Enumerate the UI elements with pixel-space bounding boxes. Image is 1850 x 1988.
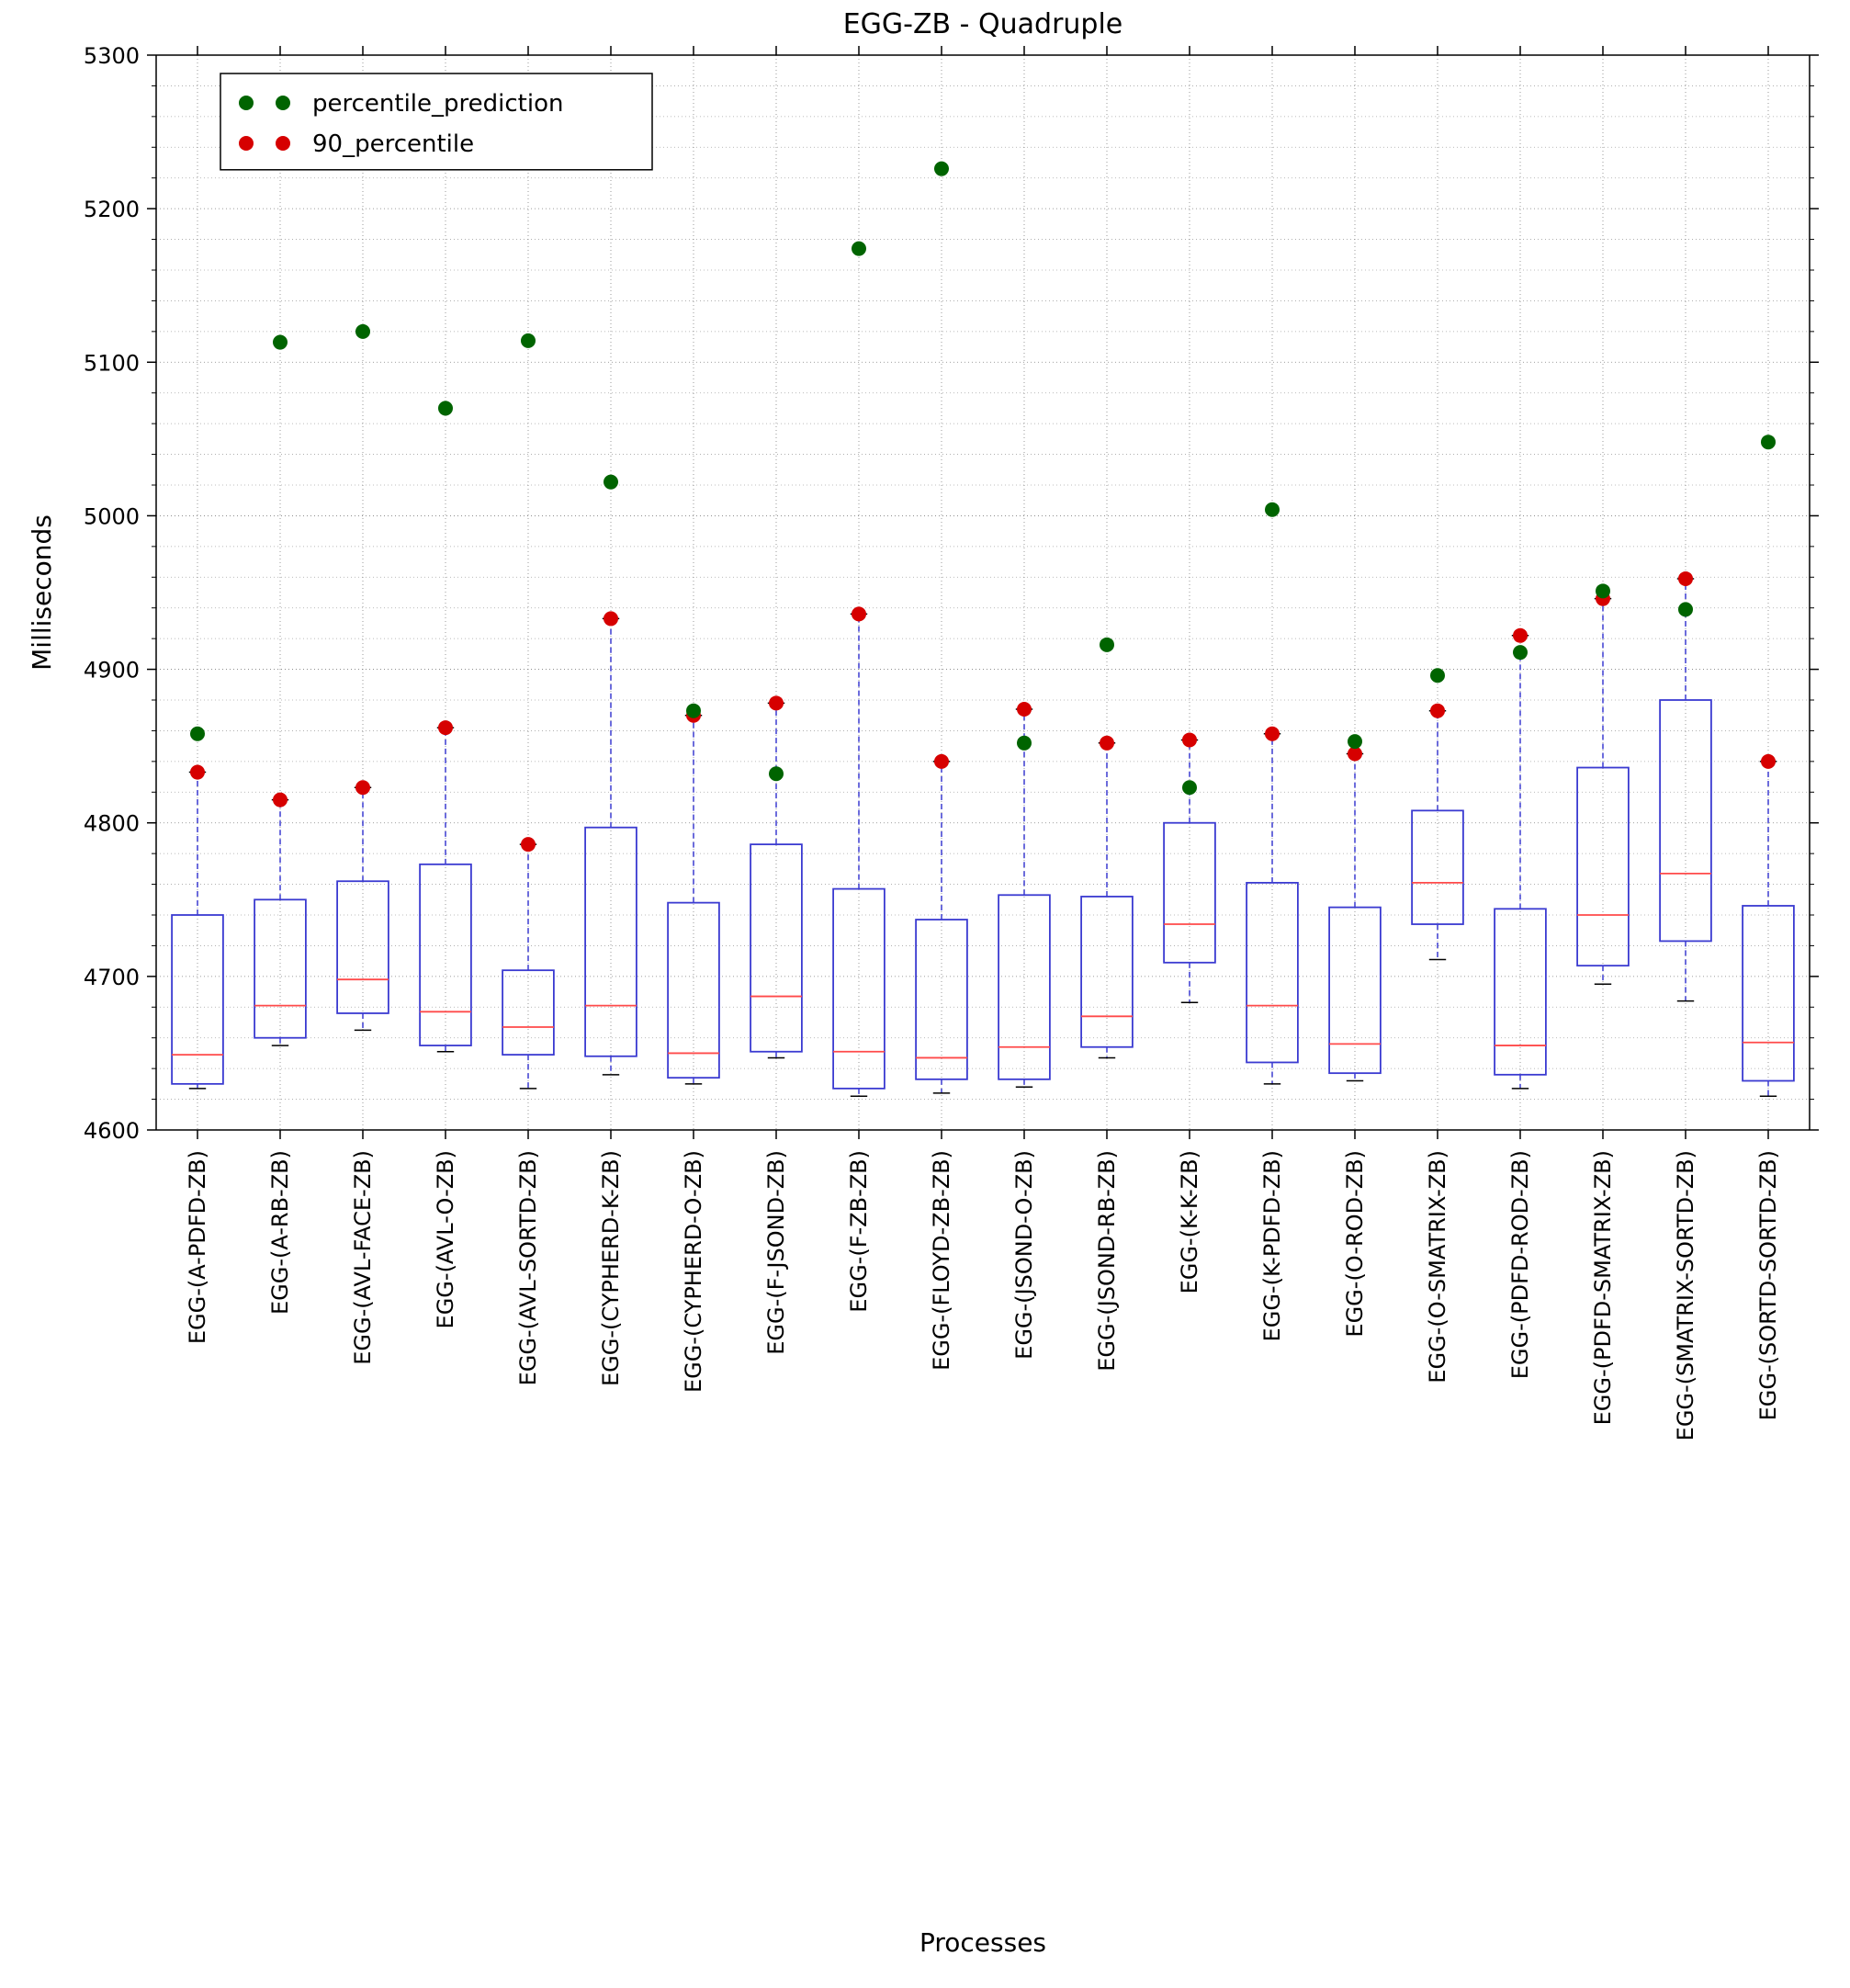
ytick-label: 5000 [84, 503, 140, 529]
point-90-percentile [521, 837, 536, 852]
xtick-label: EGG-(JSOND-RB-ZB) [1094, 1150, 1120, 1372]
point-90-percentile [852, 606, 866, 621]
point-90-percentile [1761, 754, 1776, 769]
legend-label: 90_percentile [312, 130, 474, 158]
xtick-label: EGG-(AVL-SORTD-ZB) [515, 1150, 541, 1385]
point-90-percentile [934, 754, 949, 769]
point-percentile-prediction [1348, 734, 1362, 749]
point-90-percentile [1513, 628, 1528, 643]
legend-label: percentile_prediction [312, 90, 563, 118]
point-90-percentile [769, 695, 784, 710]
ytick-label: 5100 [84, 350, 140, 376]
xtick-label: EGG-(A-PDFD-ZB) [185, 1150, 210, 1344]
xtick-label: EGG-(F-JSOND-ZB) [763, 1150, 789, 1355]
point-90-percentile [604, 611, 618, 626]
point-90-percentile [273, 793, 288, 808]
chart-container: 4600 4700 4800 4900 5000 5100 5200 5300 EGG-(A-P… [0, 0, 1850, 1988]
xtick-label: EGG-(CYPHERD-O-ZB) [681, 1150, 706, 1393]
point-percentile-prediction [1182, 780, 1197, 795]
xtick-label: EGG-(CYPHERD-K-ZB) [598, 1150, 624, 1386]
xtick-label: EGG-(O-ROD-ZB) [1342, 1150, 1368, 1338]
xtick-label: EGG-(FLOYD-ZB-ZB) [929, 1150, 954, 1371]
ytick-label: 4800 [84, 811, 140, 837]
xtick-label: EGG-(F-ZB-ZB) [846, 1150, 872, 1313]
point-90-percentile [438, 720, 453, 735]
point-90-percentile [1100, 736, 1114, 751]
point-90-percentile [190, 765, 205, 780]
point-percentile-prediction [686, 704, 701, 718]
xtick-label: EGG-(A-RB-ZB) [267, 1150, 293, 1315]
ytick-label: 4700 [84, 965, 140, 990]
point-percentile-prediction [438, 401, 453, 415]
point-90-percentile [1265, 727, 1280, 741]
point-percentile-prediction [521, 333, 536, 348]
xtick-label: EGG-(O-SMATRIX-ZB) [1425, 1150, 1450, 1384]
point-percentile-prediction [852, 242, 866, 256]
point-percentile-prediction [1100, 638, 1114, 652]
point-percentile-prediction [190, 727, 205, 741]
xtick-label: EGG-(AVL-FACE-ZB) [350, 1150, 376, 1365]
chart-title: EGG-ZB - Quadruple [843, 8, 1123, 40]
x-axis-title: Processes [919, 1927, 1046, 1958]
xtick-label: EGG-(JSOND-O-ZB) [1011, 1150, 1037, 1360]
point-percentile-prediction [1761, 435, 1776, 449]
point-percentile-prediction [1678, 602, 1693, 616]
y-axis-title: Milliseconds [27, 514, 57, 671]
point-90-percentile [1017, 702, 1032, 717]
point-percentile-prediction [1265, 503, 1280, 517]
point-percentile-prediction [273, 335, 288, 350]
point-percentile-prediction [1017, 736, 1032, 751]
point-percentile-prediction [769, 766, 784, 781]
point-percentile-prediction [604, 475, 618, 490]
point-90-percentile [1430, 704, 1445, 718]
xtick-label: EGG-(AVL-O-ZB) [433, 1150, 458, 1328]
point-90-percentile [355, 780, 370, 795]
ytick-label: 4600 [84, 1118, 140, 1144]
point-90-percentile [1182, 732, 1197, 747]
xtick-label: EGG-(SMATRIX-SORTD-ZB) [1673, 1150, 1698, 1440]
xtick-label: EGG-(PDFD-SMATRIX-ZB) [1590, 1150, 1616, 1425]
xtick-label: EGG-(K-PDFD-ZB) [1259, 1150, 1285, 1341]
point-90-percentile [1678, 571, 1693, 586]
xtick-label: EGG-(SORTD-SORTD-ZB) [1755, 1150, 1781, 1420]
xtick-label: EGG-(PDFD-ROD-ZB) [1507, 1150, 1533, 1379]
ytick-label: 4900 [84, 658, 140, 683]
point-percentile-prediction [1596, 583, 1610, 598]
ytick-label: 5200 [84, 197, 140, 222]
point-percentile-prediction [1430, 668, 1445, 683]
xtick-label: EGG-(K-K-ZB) [1177, 1150, 1202, 1293]
boxplot-svg: 4600 4700 4800 4900 5000 5100 5200 5300 EGG-(A-P… [0, 0, 1850, 1988]
point-percentile-prediction [355, 324, 370, 339]
point-percentile-prediction [934, 162, 949, 176]
ytick-label: 5300 [84, 43, 140, 69]
point-percentile-prediction [1513, 645, 1528, 660]
